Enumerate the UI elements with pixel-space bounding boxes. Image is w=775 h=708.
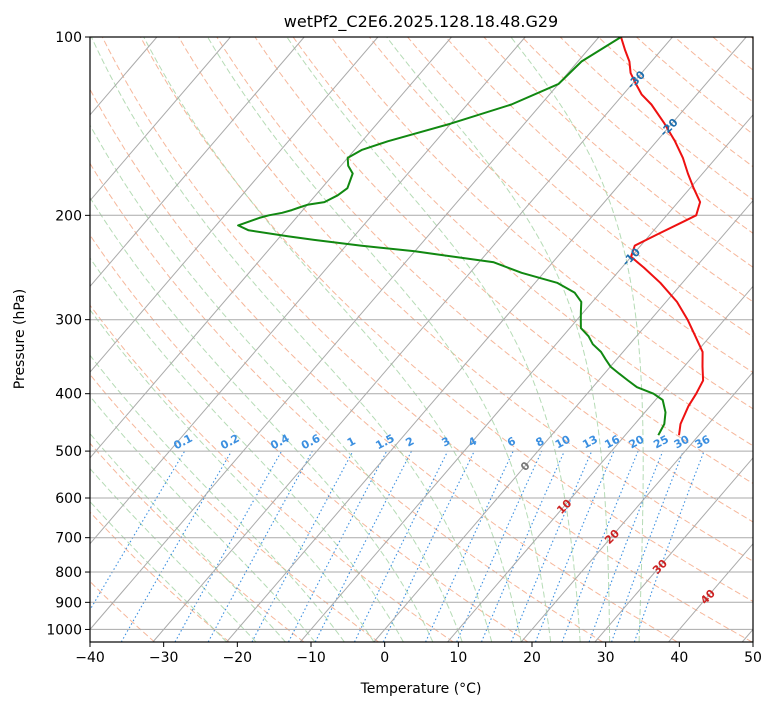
moist-adiabat-line	[386, 37, 611, 642]
y-tick-label: 100	[55, 30, 82, 46]
moist-adiabat-line	[90, 467, 257, 642]
mixing-ratio-line	[534, 450, 615, 642]
isotherm-line	[447, 285, 753, 642]
dry-adiabat-line	[90, 511, 230, 642]
x-axis-title: Temperature (°C)	[360, 681, 482, 697]
isotherm-line	[594, 457, 753, 642]
moist-adiabat-line	[90, 354, 345, 642]
y-tick-label: 1000	[46, 622, 82, 638]
mixing-ratio-label: 10	[553, 433, 573, 452]
mixing-ratio-line	[354, 450, 449, 642]
dry-adiabat-line	[292, 37, 753, 447]
dry-adiabat-line	[178, 37, 753, 562]
y-tick-label: 400	[55, 387, 82, 403]
moist-adiabat-line	[90, 308, 375, 642]
dry-adiabat-line	[90, 162, 603, 642]
y-axis-title: Pressure (hPa)	[12, 289, 28, 389]
isotherm-line	[226, 37, 747, 642]
mixing-ratio-label: 13	[580, 433, 600, 452]
mixing-ratio-line	[207, 450, 313, 642]
mixing-ratio-line	[174, 450, 283, 642]
x-tick-label: −20	[223, 650, 253, 666]
x-tick-label: 50	[744, 650, 762, 666]
x-tick-label: 20	[523, 650, 541, 666]
mixing-ratio-line	[251, 450, 354, 642]
mixing-ratio-label: 36	[693, 433, 713, 452]
isotherm-line	[90, 37, 305, 288]
moist-adiabat-line	[510, 37, 644, 642]
moist-adiabat-line	[286, 37, 581, 642]
dry-adiabat-line	[330, 37, 753, 410]
dry-adiabat-line	[140, 37, 753, 602]
moist-adiabat-line	[90, 196, 434, 642]
moist-adiabat-line	[90, 395, 316, 642]
chart-title: wetPf2_C2E6.2025.128.18.48.G29	[284, 12, 558, 32]
plot-frame	[89, 36, 754, 643]
x-tick-label: −40	[75, 650, 105, 666]
moist-adiabat-line	[90, 124, 463, 642]
dry-adiabat-line	[90, 442, 305, 642]
mixing-ratio-line	[588, 450, 664, 642]
dewpoint-profile-line	[237, 37, 667, 436]
mixing-ratio-label: 25	[651, 433, 671, 452]
profile-series	[237, 37, 705, 436]
isotherm-line	[90, 37, 600, 631]
dry-adiabat-line	[216, 37, 753, 523]
mixing-ratio-line	[314, 450, 412, 642]
x-tick-label: 0	[380, 650, 389, 666]
x-tick-label: 40	[670, 650, 688, 666]
isotherm-line	[90, 37, 231, 202]
dry-adiabat-line	[369, 37, 753, 374]
moist-adiabat-line	[90, 500, 227, 642]
dry-adiabat-line	[90, 304, 454, 642]
mixing-ratio-line	[611, 450, 684, 642]
y-tick-label: 300	[55, 313, 82, 329]
isotherm-line	[90, 37, 526, 545]
y-tick-label: 200	[55, 208, 82, 224]
dry-adiabat-line	[90, 88, 678, 642]
isotherm-line	[520, 371, 753, 642]
y-tick-label: 700	[55, 531, 82, 547]
isotherm-line	[299, 114, 753, 642]
mixing-ratio-line	[633, 450, 705, 642]
mixing-ratio-label: 30	[672, 433, 692, 452]
axes: −40 −30 −20 −10 0 10 20 30 40 50 100 200 300 400 500 60…	[46, 30, 762, 666]
plot-background	[90, 37, 753, 642]
y-tick-label: 600	[55, 491, 82, 507]
mixing-ratio-label: 16	[602, 433, 622, 452]
isotherm-line	[373, 199, 753, 642]
moist-adiabat-line	[207, 37, 552, 642]
isotherm-line	[90, 37, 379, 373]
temperature-profile-line	[620, 37, 705, 436]
y-tick-label: 500	[55, 444, 82, 460]
dry-adiabat-line	[407, 37, 753, 338]
moist-adiabat-line	[90, 432, 286, 642]
moist-adiabat-line	[143, 37, 522, 642]
x-tick-label: 10	[449, 650, 467, 666]
mixing-ratio-line	[510, 450, 593, 642]
isotherm-line	[90, 37, 452, 459]
mixing-ratio-line	[456, 450, 543, 642]
x-tick-label: 30	[597, 650, 615, 666]
isotherm-line	[152, 37, 673, 642]
y-tick-label: 800	[55, 565, 82, 581]
x-tick-label: −10	[296, 650, 326, 666]
y-tick-label: 900	[55, 595, 82, 611]
background-lines	[90, 37, 753, 642]
moist-adiabat-line	[90, 257, 404, 642]
mixing-ratio-line	[561, 450, 639, 642]
x-tick-label: −30	[149, 650, 179, 666]
mixing-ratio-label: 20	[627, 433, 647, 452]
dry-adiabat-line	[90, 234, 529, 642]
